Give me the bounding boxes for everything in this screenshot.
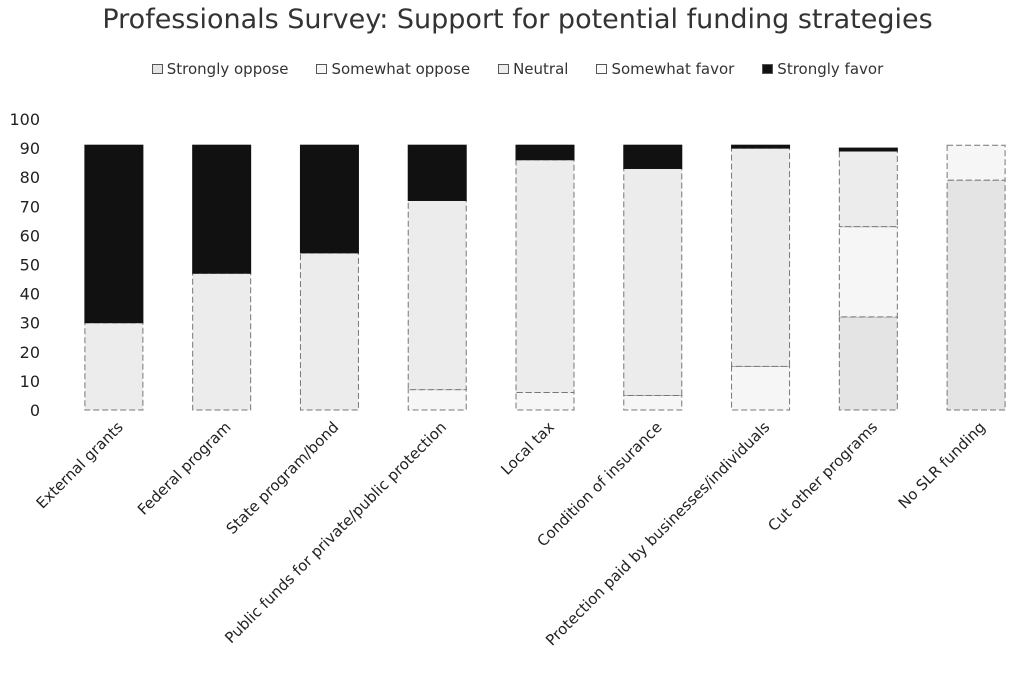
legend-label-neutral: Neutral — [513, 60, 569, 78]
bar-segment — [192, 272, 252, 411]
bar-segment — [731, 144, 791, 149]
x-category-label: State program/bond — [223, 418, 343, 538]
legend-swatch-strongly-favor — [762, 64, 774, 74]
bar-segment — [84, 144, 144, 324]
legend-swatch-somewhat-oppose — [316, 64, 328, 74]
legend-label-somewhat-oppose: Somewhat oppose — [331, 60, 471, 78]
y-tick-label: 70 — [20, 197, 40, 216]
legend-label-strongly-oppose: Strongly oppose — [166, 60, 289, 78]
bar-segment — [515, 392, 575, 411]
legend-swatch-somewhat-favor — [596, 64, 608, 74]
x-category-label: Cut other programs — [764, 418, 881, 535]
bar-segment — [946, 179, 1006, 411]
bar-segment — [838, 226, 898, 318]
bar-segment — [838, 316, 898, 411]
legend-label-somewhat-favor: Somewhat favor — [611, 60, 735, 78]
y-tick-label: 80 — [20, 168, 40, 187]
bar-segment — [731, 147, 791, 367]
x-category-label: Protection paid by businesses/individual… — [542, 418, 773, 649]
x-category-label: External grants — [33, 418, 127, 512]
bar-segment — [731, 365, 791, 411]
legend-item-neutral: Neutral — [498, 60, 568, 78]
y-tick-label: 0 — [30, 401, 40, 420]
y-tick-label: 40 — [20, 285, 40, 304]
x-category-label: Public funds for private/public protecti… — [221, 418, 450, 647]
legend-swatch-strongly-oppose — [151, 64, 163, 74]
bar-segment — [515, 144, 575, 161]
bar-segment — [84, 322, 144, 411]
legend-label-strongly-favor: Strongly favor — [777, 60, 884, 78]
x-category-label: No SLR funding — [895, 418, 989, 512]
y-tick-label: 10 — [20, 372, 40, 391]
bar-segment — [623, 394, 683, 411]
y-tick-label: 20 — [20, 343, 40, 362]
x-category-label: Local tax — [497, 418, 558, 479]
legend-swatch-neutral — [498, 64, 510, 74]
y-tick-label: 100 — [9, 110, 40, 129]
bar-segment — [515, 159, 575, 394]
y-tick-label: 50 — [20, 256, 40, 275]
y-tick-label: 90 — [20, 139, 40, 158]
bar-segment — [623, 167, 683, 396]
bar-segment — [192, 144, 252, 274]
bar-segment — [407, 144, 467, 201]
bar-segment — [838, 150, 898, 228]
bar-segment — [838, 147, 898, 152]
y-tick-label: 30 — [20, 314, 40, 333]
legend-item-somewhat-oppose: Somewhat oppose — [316, 60, 470, 78]
y-tick-label: 60 — [20, 226, 40, 245]
bar-segment — [946, 144, 1006, 181]
bar-segment — [407, 199, 467, 391]
bar-segment — [623, 144, 683, 169]
chart-title: Professionals Survey: Support for potent… — [102, 4, 933, 35]
legend: Strongly oppose Somewhat oppose Neutral … — [0, 60, 1035, 78]
x-category-label: Condition of insurance — [533, 418, 665, 550]
legend-item-somewhat-favor: Somewhat favor — [596, 60, 734, 78]
bar-segment — [299, 252, 359, 411]
legend-item-strongly-oppose: Strongly oppose — [151, 60, 289, 78]
bar-segment — [407, 389, 467, 411]
x-category-label: Federal program — [134, 418, 234, 518]
bar-segment — [299, 144, 359, 254]
legend-item-strongly-favor: Strongly favor — [762, 60, 883, 78]
